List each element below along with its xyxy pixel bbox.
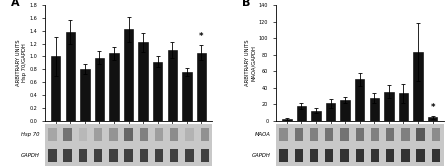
Bar — [79, 149, 87, 162]
Bar — [310, 149, 318, 162]
Bar — [432, 149, 440, 162]
Bar — [51, 56, 60, 121]
Bar — [109, 128, 117, 141]
Text: A: A — [11, 0, 20, 8]
Bar — [280, 128, 288, 141]
Bar — [65, 32, 75, 121]
Bar — [197, 53, 206, 121]
Bar — [182, 72, 192, 121]
Bar — [295, 128, 303, 141]
Text: B: B — [242, 0, 251, 8]
Text: *: * — [199, 32, 204, 41]
Bar — [125, 128, 133, 141]
Bar — [109, 149, 117, 162]
Bar — [297, 106, 306, 121]
Bar — [428, 117, 437, 121]
Bar — [124, 29, 134, 121]
Bar — [386, 128, 394, 141]
Bar — [170, 149, 178, 162]
Bar — [401, 149, 409, 162]
Text: GAPDH: GAPDH — [252, 153, 271, 158]
Bar — [48, 149, 56, 162]
Bar — [94, 149, 102, 162]
Bar — [295, 149, 303, 162]
Bar — [153, 62, 163, 121]
Text: GAPDH: GAPDH — [21, 153, 40, 158]
Bar — [185, 128, 194, 141]
Bar — [140, 149, 148, 162]
Bar — [282, 119, 292, 121]
Bar — [326, 103, 336, 121]
Text: Hsp 70: Hsp 70 — [21, 132, 40, 137]
Y-axis label: ARBITRARY UNITS
MAOA/GAPDH: ARBITRARY UNITS MAOA/GAPDH — [246, 40, 256, 86]
Bar — [109, 53, 119, 121]
Bar — [384, 92, 394, 121]
Bar — [48, 128, 56, 141]
Bar — [138, 42, 148, 121]
Bar — [201, 149, 209, 162]
Bar — [280, 149, 288, 162]
Bar — [371, 128, 379, 141]
Text: *: * — [431, 103, 435, 112]
Bar — [125, 149, 133, 162]
Bar — [168, 50, 177, 121]
Bar — [414, 52, 423, 121]
Bar — [417, 149, 425, 162]
Bar — [94, 128, 102, 141]
Bar — [310, 128, 318, 141]
Bar — [311, 111, 321, 121]
Bar — [340, 149, 349, 162]
Bar — [325, 149, 333, 162]
Bar — [185, 149, 194, 162]
Text: MAOA: MAOA — [255, 132, 271, 137]
Bar — [80, 69, 90, 121]
Bar — [155, 128, 163, 141]
Bar — [399, 93, 408, 121]
Bar — [95, 58, 104, 121]
Bar — [371, 149, 379, 162]
Bar — [155, 149, 163, 162]
Bar — [370, 98, 379, 121]
Bar — [140, 128, 148, 141]
Bar — [355, 79, 365, 121]
Bar — [170, 128, 178, 141]
Bar — [201, 128, 209, 141]
Bar — [432, 128, 440, 141]
Bar — [340, 128, 349, 141]
Bar — [386, 149, 394, 162]
Bar — [401, 128, 409, 141]
Bar — [64, 128, 72, 141]
Bar — [340, 100, 350, 121]
Bar — [325, 128, 333, 141]
Y-axis label: ARBITRARY UNITS
Hsp 70/GAPDH: ARBITRARY UNITS Hsp 70/GAPDH — [16, 40, 26, 86]
Bar — [356, 128, 364, 141]
Bar — [417, 128, 425, 141]
Bar — [64, 149, 72, 162]
Bar — [356, 149, 364, 162]
Bar — [79, 128, 87, 141]
